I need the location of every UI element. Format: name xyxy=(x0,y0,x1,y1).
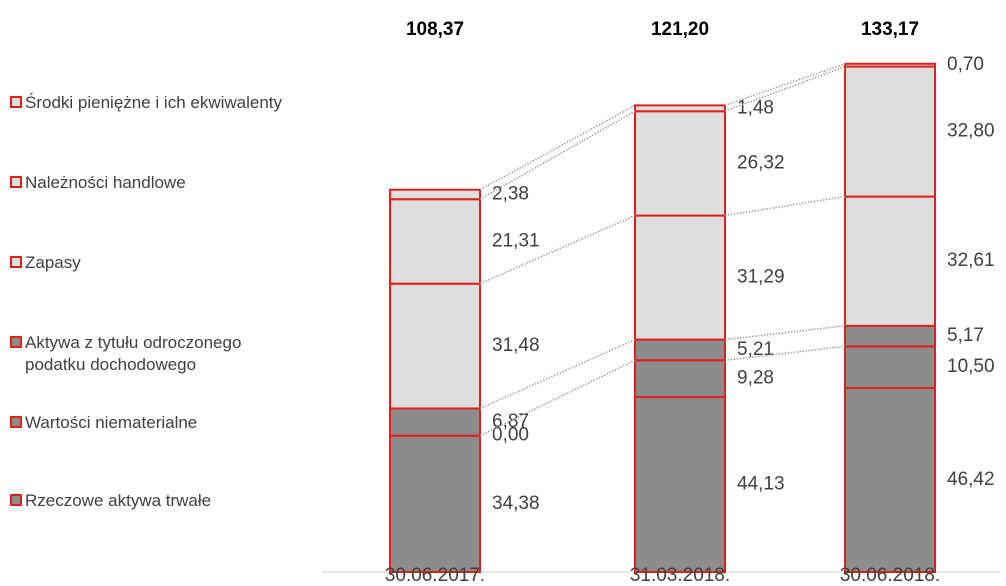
x-tick-label: 30.06.2017. xyxy=(385,565,485,586)
legend-item: Zapasy xyxy=(10,252,320,274)
data-label: 32,61 xyxy=(947,250,995,271)
connector xyxy=(479,214,636,285)
bar-segment xyxy=(844,62,936,68)
bar-segment xyxy=(389,407,481,437)
legend-swatch xyxy=(10,176,22,188)
legend-item: Wartości niematerialne xyxy=(10,412,320,434)
legend-label: Zapasy xyxy=(25,253,81,272)
bar-segment xyxy=(844,324,936,348)
data-label: 9,28 xyxy=(737,368,774,389)
data-label: 0,70 xyxy=(947,54,984,75)
x-tick-label: 31.03.2018. xyxy=(630,565,730,586)
bar-segment xyxy=(844,195,936,327)
connector xyxy=(724,325,846,341)
data-label: 10,50 xyxy=(947,356,995,377)
data-label: 31,29 xyxy=(737,267,785,288)
legend-swatch xyxy=(10,336,22,348)
legend-label: Wartości niematerialne xyxy=(25,413,198,432)
connector xyxy=(479,338,636,410)
data-label: 31,48 xyxy=(492,335,540,356)
data-label: 5,21 xyxy=(737,339,774,360)
data-label: 32,80 xyxy=(947,121,995,142)
connector xyxy=(724,195,846,217)
total-label: 108,37 xyxy=(406,19,464,40)
legend-label: Należności handlowe xyxy=(25,173,186,192)
connector xyxy=(724,65,846,112)
connector xyxy=(479,110,636,200)
bar-segment xyxy=(634,396,726,573)
bar-segment xyxy=(844,65,936,198)
total-label: 121,20 xyxy=(651,19,709,40)
legend-swatch xyxy=(10,96,22,108)
bar-segment xyxy=(844,386,936,573)
legend-label: Aktywa z tytułu odroczonego podatku doch… xyxy=(25,333,242,374)
bar-segment xyxy=(389,188,481,201)
legend-label: Środki pieniężne i ich ekwiwalenty xyxy=(25,93,283,112)
bar-segment xyxy=(844,345,936,389)
bar-segment xyxy=(634,104,726,113)
legend-swatch xyxy=(10,416,22,428)
data-label: 2,38 xyxy=(492,183,529,204)
bar-segment xyxy=(389,434,481,573)
data-label: 44,13 xyxy=(737,474,785,495)
legend-label: Rzeczowe aktywa trwałe xyxy=(25,491,212,510)
data-label: 21,31 xyxy=(492,230,540,251)
bar-segment xyxy=(634,110,726,217)
bar-segment xyxy=(634,359,726,399)
bar-segment xyxy=(634,214,726,341)
legend-item: Należności handlowe xyxy=(10,172,320,194)
connector xyxy=(479,104,636,191)
legend-swatch xyxy=(10,494,22,506)
bar-segment xyxy=(389,198,481,285)
data-label: 46,42 xyxy=(947,469,995,490)
data-label: 0,00 xyxy=(492,425,529,446)
data-label: 1,48 xyxy=(737,97,774,118)
data-label: 5,17 xyxy=(947,325,984,346)
connector xyxy=(724,63,846,107)
legend-swatch xyxy=(10,256,22,268)
x-tick-label: 30.06.2018. xyxy=(840,565,940,586)
bar-segment xyxy=(634,338,726,362)
connector xyxy=(724,345,846,362)
data-label: 34,38 xyxy=(492,493,540,514)
legend-item: Aktywa z tytułu odroczonego podatku doch… xyxy=(10,332,320,376)
bar-segment xyxy=(389,282,481,410)
data-label: 26,32 xyxy=(737,152,785,173)
legend-item: Rzeczowe aktywa trwałe xyxy=(10,490,320,512)
legend-item: Środki pieniężne i ich ekwiwalenty xyxy=(10,92,320,114)
total-label: 133,17 xyxy=(861,19,919,40)
